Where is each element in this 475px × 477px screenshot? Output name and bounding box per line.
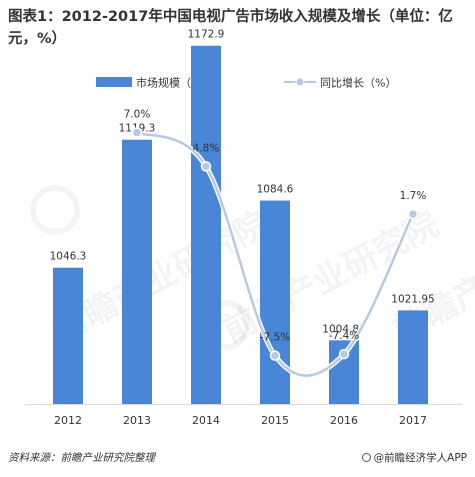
growth-point [131,127,143,138]
bar [53,267,83,404]
x-tick-label: 2012 [54,414,82,427]
bar [191,45,221,405]
bar-data-label: 1046.3 [50,251,87,263]
x-tick-label: 2015 [261,414,289,427]
bar [260,200,290,404]
growth-point [269,350,281,361]
growth-data-label: -7.5% [260,332,290,344]
bar-data-label: 1172.9 [188,29,225,41]
bar-data-label: 1021.95 [391,293,434,305]
growth-data-label: 1.7% [400,190,427,202]
brand-text: @前瞻经济学人APP [373,452,467,464]
growth-data-label: 4.8% [193,142,220,154]
x-tick-label: 2013 [123,414,151,427]
bar [398,310,428,404]
growth-point [407,208,419,220]
x-tick-label: 2016 [330,414,358,427]
brand-credit: @前瞻经济学人APP [361,450,467,465]
growth-point [338,348,350,360]
growth-data-label: 7.0% [124,109,151,121]
bar-data-label: 1004.87 [322,323,365,335]
legend-line-label: 同比增长（%） [320,76,396,90]
bar [122,139,152,404]
chart-title: 图表1：2012-2017年中国电视广告市场收入规模及增长（单位：亿元，%） [8,9,453,47]
growth-data-label: -7.4% [329,330,359,342]
x-tick-label: 2017 [399,414,427,427]
source-note: 资料来源：前瞻产业研究院整理 [8,452,155,464]
brand-logo-icon [361,453,371,462]
growth-point [200,161,212,172]
legend-line-marker [295,77,305,87]
legend-bar-swatch [96,77,132,87]
bar-data-label: 1084.6 [257,184,294,196]
chart: 市场规模（亿元）同比增长（%）1046.320121119.320131172.… [25,29,462,427]
x-tick-label: 2014 [192,414,220,427]
